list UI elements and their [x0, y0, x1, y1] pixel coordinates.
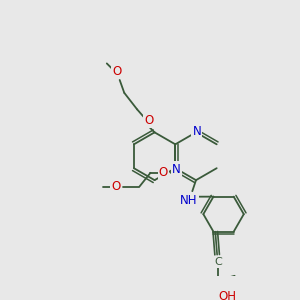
- Text: O: O: [145, 114, 154, 127]
- Text: NH: NH: [180, 194, 197, 207]
- Text: N: N: [193, 125, 201, 138]
- Text: O: O: [159, 166, 168, 179]
- Text: C: C: [214, 257, 222, 267]
- Text: OH: OH: [218, 290, 236, 300]
- Text: O: O: [112, 65, 122, 78]
- Text: O: O: [111, 180, 120, 193]
- Text: N: N: [172, 163, 181, 176]
